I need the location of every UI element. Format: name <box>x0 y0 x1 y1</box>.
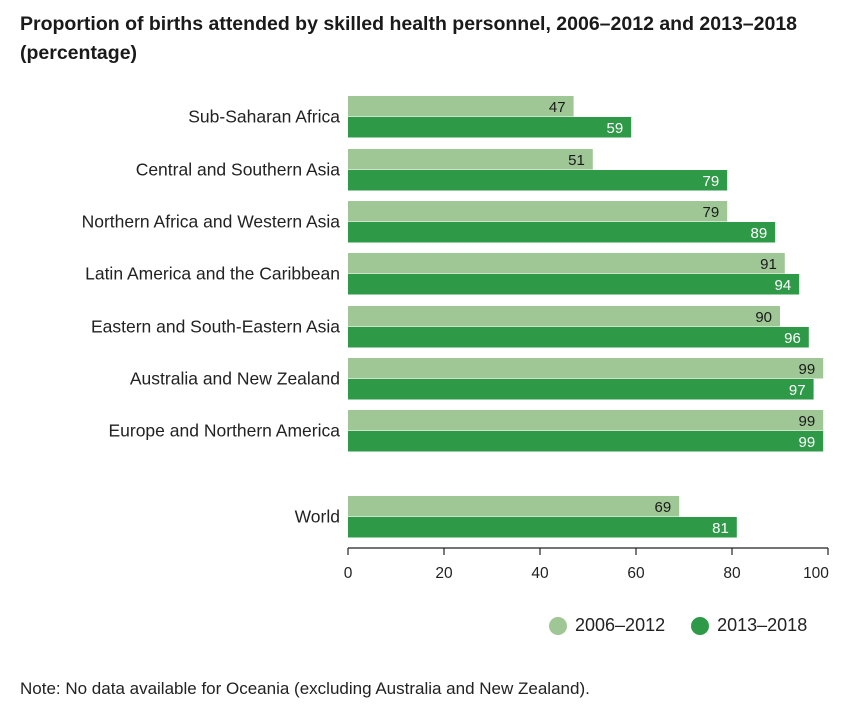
bar-label-northern-africa-and-western-asia-series-1: 89 <box>751 225 768 242</box>
bars <box>348 96 824 538</box>
bar-label-northern-africa-and-western-asia-series-0: 79 <box>703 204 720 221</box>
bar-eastern-and-south-eastern-asia-series-0 <box>348 306 780 327</box>
bar-europe-and-northern-america-series-0 <box>348 410 824 431</box>
category-label-australia-and-new-zealand: Australia and New Zealand <box>130 369 340 389</box>
bar-label-sub-saharan-africa-series-1: 59 <box>607 120 624 137</box>
legend: 2006–2012 2013–2018 <box>549 615 807 636</box>
bar-northern-africa-and-western-asia-series-1 <box>348 222 776 243</box>
bar-label-australia-and-new-zealand-series-0: 99 <box>799 361 816 378</box>
x-tick-label-100: 100 <box>803 565 829 582</box>
bar-australia-and-new-zealand-series-1 <box>348 379 814 400</box>
x-axis: 0 20 40 60 80 100 <box>344 547 829 582</box>
bar-label-eastern-and-south-eastern-asia-series-0: 90 <box>755 309 772 326</box>
bar-central-and-southern-asia-series-1 <box>348 170 728 191</box>
bar-eastern-and-south-eastern-asia-series-1 <box>348 327 809 348</box>
bar-label-europe-and-northern-america-series-0: 99 <box>799 413 816 430</box>
category-label-latin-america-and-the-caribbean: Latin America and the Caribbean <box>85 264 340 284</box>
x-tick-label-20: 20 <box>435 565 453 582</box>
bar-europe-and-northern-america-series-1 <box>348 431 824 452</box>
category-label-sub-saharan-africa: Sub-Saharan Africa <box>188 107 340 127</box>
bar-label-world-series-0: 69 <box>655 499 672 516</box>
legend-swatch-2013-2018 <box>691 616 710 635</box>
bar-australia-and-new-zealand-series-0 <box>348 358 824 379</box>
bar-world-series-1 <box>348 517 737 538</box>
category-label-world: World <box>295 507 340 527</box>
category-labels: Sub-Saharan Africa Central and Southern A… <box>82 107 341 527</box>
x-tick-label-40: 40 <box>531 565 549 582</box>
chart-title: Proportion of births attended by skilled… <box>20 13 798 64</box>
bar-world-series-0 <box>348 496 680 517</box>
legend-label-2013-2018: 2013–2018 <box>717 615 808 635</box>
legend-label-2006-2012: 2006–2012 <box>575 615 666 635</box>
legend-swatch-2006-2012 <box>549 616 567 635</box>
bar-label-eastern-and-south-eastern-asia-series-1: 96 <box>784 330 801 347</box>
bar-latin-america-and-the-caribbean-series-1 <box>348 274 800 295</box>
x-tick-label-0: 0 <box>344 565 353 582</box>
bar-label-central-and-southern-asia-series-1: 79 <box>703 173 720 190</box>
bar-northern-africa-and-western-asia-series-0 <box>348 201 728 222</box>
bar-label-sub-saharan-africa-series-0: 47 <box>549 99 566 116</box>
category-label-eastern-and-south-eastern-asia: Eastern and South-Eastern Asia <box>91 317 340 337</box>
category-label-europe-and-northern-america: Europe and Northern America <box>108 421 340 441</box>
bar-label-latin-america-and-the-caribbean-series-0: 91 <box>760 256 777 273</box>
footnote: Note: No data available for Oceania (exc… <box>20 679 590 698</box>
x-tick-label-60: 60 <box>627 565 645 582</box>
bar-central-and-southern-asia-series-0 <box>348 149 593 170</box>
category-label-northern-africa-and-western-asia: Northern Africa and Western Asia <box>82 212 341 232</box>
legend-item-2006-2012: 2006–2012 <box>549 615 665 636</box>
bar-label-europe-and-northern-america-series-1: 99 <box>799 434 816 451</box>
bar-label-world-series-1: 81 <box>712 520 729 537</box>
bar-sub-saharan-africa-series-1 <box>348 117 632 138</box>
category-label-central-and-southern-asia: Central and Southern Asia <box>136 160 341 180</box>
bar-sub-saharan-africa-series-0 <box>348 96 574 117</box>
bar-label-central-and-southern-asia-series-0: 51 <box>568 152 585 169</box>
x-tick-label-80: 80 <box>723 565 741 582</box>
bar-latin-america-and-the-caribbean-series-0 <box>348 253 785 274</box>
bar-label-latin-america-and-the-caribbean-series-1: 94 <box>775 277 792 294</box>
legend-item-2013-2018: 2013–2018 <box>691 615 807 636</box>
bar-label-australia-and-new-zealand-series-1: 97 <box>789 382 806 399</box>
